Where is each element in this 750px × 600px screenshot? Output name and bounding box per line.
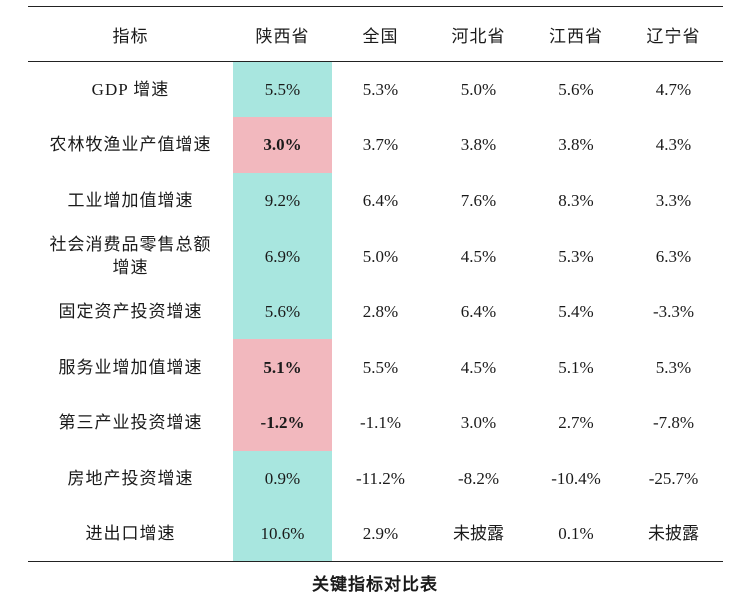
cell-liaoning: 未披露 [624, 506, 723, 563]
key-indicators-table: 指标 陕西省 全国 河北省 江西省 辽宁省 GDP 增速 5.5% 5.3% 5.0%… [28, 6, 723, 563]
table-caption: 关键指标对比表 [312, 575, 438, 594]
header-cell-national: 全国 [332, 6, 429, 62]
header-cell-shaanxi: 陕西省 [233, 6, 332, 62]
cell-national: 5.0% [362, 246, 399, 266]
cell-shaanxi: 9.2% [233, 172, 332, 229]
row-label: 固定资产投资增速 [58, 302, 203, 322]
header-row: 指标 陕西省 全国 河北省 江西省 辽宁省 [28, 6, 723, 62]
cell-shaanxi: 3.0% [233, 117, 332, 173]
row-label: 房地产投资增速 [67, 468, 194, 488]
cell-national: 5.5% [362, 357, 399, 377]
cell-hebei: 6.4% [460, 302, 497, 322]
cell-national: 2.9% [332, 506, 429, 563]
cell-shaanxi: -1.2% [233, 395, 332, 451]
cell-national: 3.7% [362, 135, 399, 155]
table-row: 房地产投资增速 0.9% -11.2% -8.2% -10.4% -25.7% [28, 450, 723, 507]
row-label: 第三产业投资增速 [58, 413, 203, 433]
cell-national: 2.8% [362, 302, 399, 322]
cell-jiangxi: -10.4% [551, 468, 601, 488]
cell-liaoning: 4.7% [655, 80, 692, 100]
cell-hebei: 未披露 [429, 506, 528, 563]
cell-liaoning: -25.7% [648, 468, 699, 488]
cell-shaanxi: 0.9% [233, 450, 332, 507]
cell-hebei: 4.5% [460, 246, 497, 266]
cell-shaanxi: 5.6% [233, 283, 332, 340]
cell-jiangxi: 5.4% [558, 302, 594, 322]
table-row: GDP 增速 5.5% 5.3% 5.0% 5.6% 4.7% [28, 61, 723, 118]
cell-jiangxi: 3.8% [558, 135, 594, 155]
cell-jiangxi: 8.3% [558, 190, 594, 210]
header-cell-jiangxi: 江西省 [528, 6, 624, 62]
row-label: 服务业增加值增速 [58, 357, 203, 377]
cell-jiangxi: 0.1% [528, 506, 624, 563]
cell-liaoning: 3.3% [655, 190, 692, 210]
table-row: 进出口增速 10.6% 2.9% 未披露 0.1% 未披露 [28, 506, 723, 563]
cell-liaoning: 6.3% [655, 246, 692, 266]
cell-shaanxi: 5.1% [233, 339, 332, 396]
cell-liaoning: 4.3% [655, 135, 692, 155]
header-cell-indicator: 指标 [28, 6, 233, 62]
cell-liaoning: -3.3% [652, 302, 695, 322]
row-label: GDP 增速 [91, 80, 170, 100]
cell-jiangxi: 5.1% [558, 357, 594, 377]
cell-shaanxi: 6.9% [233, 228, 332, 284]
table-header: 指标 陕西省 全国 河北省 江西省 辽宁省 [28, 6, 723, 62]
cell-hebei: 3.8% [460, 135, 497, 155]
cell-liaoning: 5.3% [655, 357, 692, 377]
cell-jiangxi: 5.6% [558, 80, 594, 100]
comparison-table-wrapper: 指标 陕西省 全国 河北省 江西省 辽宁省 GDP 增速 5.5% 5.3% 5.0%… [28, 6, 723, 563]
cell-national: 6.4% [362, 190, 399, 210]
cell-liaoning: -7.8% [652, 413, 695, 433]
cell-hebei: 7.6% [460, 190, 497, 210]
cell-jiangxi: 2.7% [558, 413, 594, 433]
cell-national: -1.1% [359, 413, 402, 433]
header-cell-liaoning: 辽宁省 [624, 6, 723, 62]
header-cell-hebei: 河北省 [429, 6, 528, 62]
row-label: 进出口增速 [28, 506, 233, 563]
cell-national: -11.2% [356, 468, 405, 488]
table-row: 农林牧渔业产值增速 3.0% 3.7% 3.8% 3.8% 4.3% [28, 117, 723, 173]
table-row: 服务业增加值增速 5.1% 5.5% 4.5% 5.1% 5.3% [28, 339, 723, 396]
row-label: 工业增加值增速 [67, 190, 194, 210]
row-label: 农林牧渔业产值增速 [49, 135, 212, 155]
cell-shaanxi: 10.6% [233, 506, 332, 563]
row-label: 社会消费品零售总额增速 [49, 235, 212, 278]
table-row: 工业增加值增速 9.2% 6.4% 7.6% 8.3% 3.3% [28, 172, 723, 229]
table-row: 社会消费品零售总额增速 6.9% 5.0% 4.5% 5.3% 6.3% [28, 228, 723, 284]
table-row: 固定资产投资增速 5.6% 2.8% 6.4% 5.4% -3.3% [28, 283, 723, 340]
table-body: GDP 增速 5.5% 5.3% 5.0% 5.6% 4.7% 农林牧渔业产值增速 3.0% 3… [28, 61, 723, 563]
cell-jiangxi: 5.3% [558, 246, 594, 266]
table-row: 第三产业投资增速 -1.2% -1.1% 3.0% 2.7% -7.8% [28, 395, 723, 451]
cell-hebei: 4.5% [460, 357, 497, 377]
cell-hebei: 3.0% [460, 413, 497, 433]
cell-shaanxi: 5.5% [233, 61, 332, 118]
cell-hebei: -8.2% [457, 468, 500, 488]
cell-hebei: 5.0% [460, 80, 497, 100]
cell-national: 5.3% [362, 80, 399, 100]
